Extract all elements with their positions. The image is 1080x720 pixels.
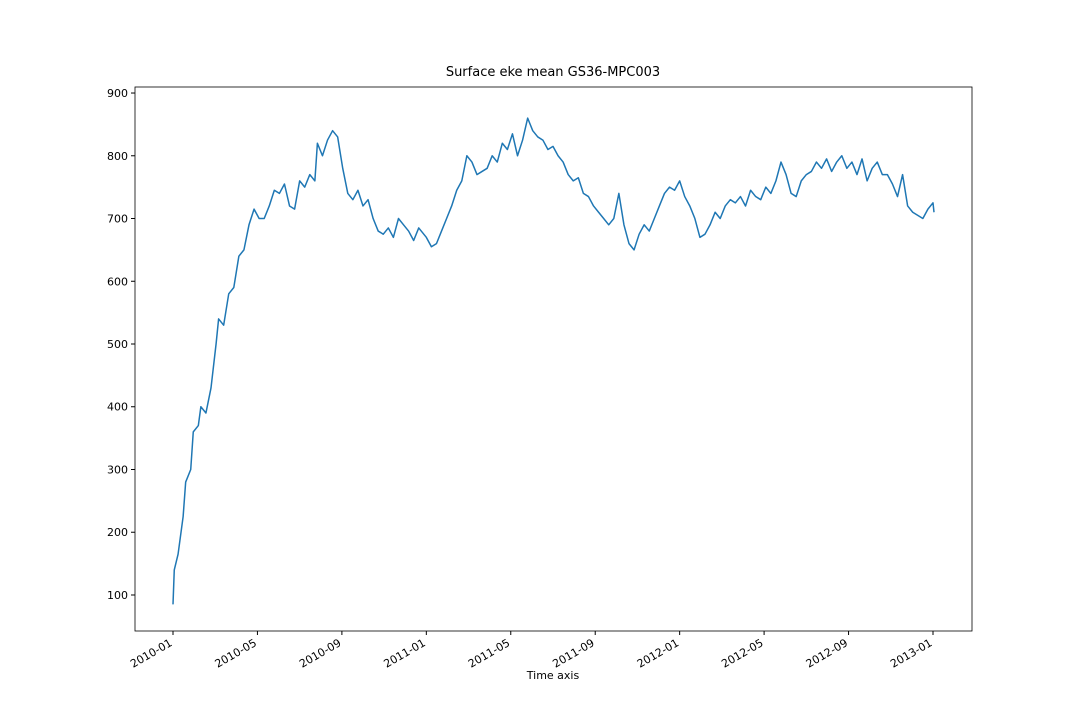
y-tick-label: 700 (107, 213, 128, 226)
x-tick-label: 2010-01 (128, 636, 174, 670)
y-tick-label: 900 (107, 87, 128, 100)
y-tick-label: 400 (107, 401, 128, 414)
y-tick-label: 100 (107, 589, 128, 602)
plot-frame (134, 86, 973, 632)
x-tick-label: 2011-09 (550, 636, 596, 670)
chart-title: Surface eke mean GS36-MPC003 (446, 65, 660, 80)
x-axis-label: Time axis (526, 669, 580, 682)
y-tick-label: 200 (107, 526, 128, 539)
y-tick-label: 300 (107, 463, 128, 476)
data-line (172, 117, 935, 605)
y-tick-label: 800 (107, 150, 128, 163)
x-tick-label: 2011-05 (466, 636, 512, 670)
x-tick-label: 2012-09 (804, 636, 850, 670)
x-tick-label: 2011-01 (382, 636, 428, 670)
x-tick-label: 2010-09 (297, 636, 343, 670)
x-tick-label: 2013-01 (888, 636, 934, 670)
y-tick-label: 500 (107, 338, 128, 351)
x-tick-label: 2012-01 (635, 636, 681, 670)
y-tick-label: 600 (107, 275, 128, 288)
x-tick-label: 2010-05 (213, 636, 259, 670)
x-tick-label: 2012-05 (719, 636, 765, 670)
